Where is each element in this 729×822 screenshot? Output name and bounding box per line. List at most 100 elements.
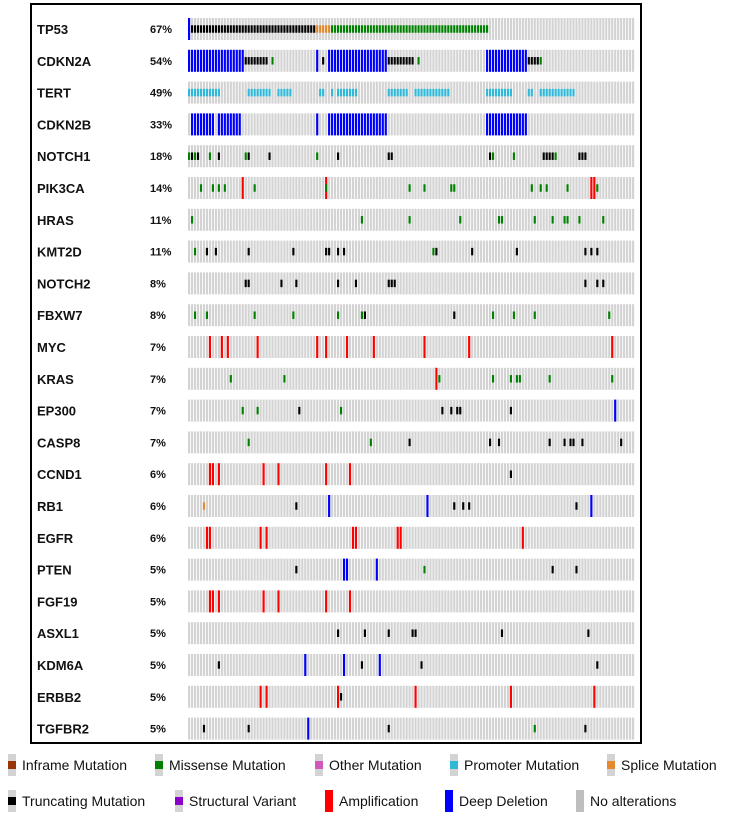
sample-cell (399, 272, 402, 295)
alteration-promoter (193, 88, 197, 97)
sample-cell (229, 399, 232, 422)
sample-cell (417, 590, 420, 613)
sample-cell (387, 590, 390, 613)
sample-cell (515, 463, 518, 486)
sample-cell (459, 304, 462, 327)
sample-cell (548, 336, 551, 358)
sample-cell (617, 81, 620, 104)
sample-cell (259, 717, 262, 740)
sample-cell (241, 654, 244, 676)
sample-cell (441, 240, 444, 263)
sample-cell (319, 49, 322, 72)
sample-cell (545, 526, 548, 549)
alteration-deep (214, 49, 217, 72)
sample-cell (500, 272, 504, 295)
sample-cell (372, 177, 375, 199)
sample-cell (238, 558, 241, 581)
sample-cell (551, 590, 554, 613)
sample-cell (244, 367, 247, 390)
sample-cell (509, 145, 512, 168)
sample-cell (518, 463, 521, 486)
sample-cell (587, 463, 590, 486)
sample-cell (417, 431, 420, 454)
sample-cell (393, 367, 396, 390)
sample-cell (199, 399, 203, 422)
sample-cell (214, 654, 217, 676)
sample-cell (632, 81, 635, 104)
sample-cell (244, 336, 247, 358)
sample-cell (626, 654, 629, 676)
sample-cell (387, 367, 390, 390)
alteration-deep (217, 49, 220, 72)
sample-cell (480, 558, 483, 581)
sample-cell (483, 654, 486, 676)
alteration-deep (384, 49, 387, 72)
sample-cell (217, 399, 220, 422)
sample-cell (226, 717, 229, 740)
sample-cell (196, 272, 200, 295)
sample-cell (196, 240, 200, 263)
sample-cell (208, 208, 212, 231)
gene-label: TERT (37, 86, 71, 101)
sample-cell (217, 431, 220, 454)
alteration-trunc (360, 661, 363, 669)
sample-cell (566, 526, 569, 549)
alteration-deep (226, 113, 229, 136)
alteration-deep (205, 49, 209, 72)
sample-cell (328, 145, 331, 168)
sample-cell (229, 272, 232, 295)
sample-cell (334, 81, 337, 104)
sample-cell (468, 399, 471, 422)
sample-cell (426, 113, 429, 136)
sample-cell (262, 272, 265, 295)
sample-cell (235, 177, 238, 199)
alteration-trunc (292, 25, 295, 33)
sample-cell (590, 367, 593, 390)
sample-cell (572, 495, 575, 517)
legend: Inframe Mutation Missense Mutation Other M… (8, 754, 717, 812)
alteration-promoter (405, 88, 408, 97)
sample-cell (566, 590, 569, 613)
sample-cell (623, 463, 626, 486)
alteration-deep (486, 113, 489, 136)
alteration-promoter (399, 88, 402, 97)
sample-cell (250, 685, 253, 708)
alteration-trunc (390, 279, 393, 288)
sample-cell (596, 622, 599, 645)
sample-cell (494, 177, 498, 199)
gene-label: FBXW7 (37, 308, 83, 323)
sample-cell (608, 622, 611, 645)
sample-cell (331, 240, 334, 263)
sample-cell (226, 304, 229, 327)
sample-cell (483, 495, 486, 517)
sample-cell (530, 526, 533, 549)
sample-cell (357, 526, 361, 549)
sample-cell (465, 177, 468, 199)
sample-cell (274, 113, 277, 136)
sample-cell (575, 81, 578, 104)
sample-cell (310, 208, 313, 231)
sample-cell (560, 558, 563, 581)
sample-cell (590, 399, 593, 422)
sample-cell (488, 590, 492, 613)
sample-cell (247, 208, 250, 231)
sample-cell (611, 463, 614, 486)
sample-cell (196, 177, 200, 199)
sample-cell (623, 304, 626, 327)
sample-cell (575, 177, 578, 199)
sample-cell (289, 685, 292, 708)
sample-cell (235, 336, 238, 358)
sample-cell (474, 240, 477, 263)
sample-cell (587, 145, 590, 168)
sample-cell (429, 431, 432, 454)
sample-cell (521, 304, 524, 327)
alteration-deep (375, 49, 378, 72)
sample-cell (205, 272, 209, 295)
sample-cell (384, 717, 387, 740)
sample-cell (474, 622, 477, 645)
alteration-deep (337, 113, 340, 136)
alteration-deep (369, 113, 372, 136)
sample-cell (617, 431, 620, 454)
sample-cell (414, 145, 417, 168)
sample-cell (509, 208, 512, 231)
